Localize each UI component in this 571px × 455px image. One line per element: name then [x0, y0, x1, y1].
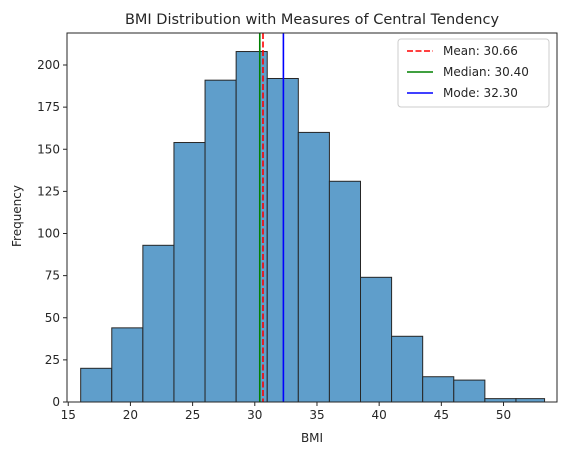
x-tick-label: 35 — [309, 408, 324, 422]
x-tick-label: 20 — [123, 408, 138, 422]
y-tick-label: 50 — [45, 311, 60, 325]
y-tick-label: 175 — [37, 100, 60, 114]
histogram-bar-10 — [360, 276, 393, 403]
x-axis-label: BMI — [301, 431, 323, 445]
histogram-bar-13 — [453, 379, 486, 403]
histogram-bar-8 — [297, 131, 330, 403]
x-axis-ticks: 15 20 25 30 35 40 45 50 — [61, 402, 511, 422]
histogram-bar-6 — [235, 51, 268, 403]
y-tick-label: 100 — [37, 227, 60, 241]
plot-area: 15 20 25 30 35 40 45 50 0 25 50 75 100 125 150 175 200 — [37, 32, 558, 422]
y-axis-ticks: 0 25 50 75 100 125 150 175 200 — [37, 58, 67, 409]
y-tick-label: 150 — [37, 142, 60, 156]
y-tick-label: 75 — [45, 269, 60, 283]
y-axis-label: Frequency — [10, 185, 24, 247]
histogram-bar-15 — [515, 398, 546, 403]
x-tick-label: 15 — [61, 408, 76, 422]
histogram-bar-4 — [173, 142, 206, 403]
histogram-bar-2 — [111, 327, 144, 403]
histogram-bar-9 — [328, 180, 362, 403]
legend-label-3: Mode: 32.30 — [443, 86, 518, 100]
y-tick-label: 25 — [45, 353, 60, 367]
x-tick-label: 45 — [434, 408, 449, 422]
y-tick-label: 125 — [37, 184, 60, 198]
legend-box — [397, 38, 550, 108]
histogram-bar-12 — [422, 376, 455, 403]
reference-lines — [258, 33, 285, 402]
y-tick-label: 200 — [37, 58, 60, 72]
legend-label-2: Median: 30.40 — [443, 65, 529, 79]
x-tick-label: 25 — [185, 408, 200, 422]
legend-label-1: Mean: 30.66 — [443, 44, 518, 58]
axes-frame — [66, 32, 558, 403]
histogram-bar-5 — [204, 79, 237, 403]
chart-title: BMI Distribution with Measures of Centra… — [125, 12, 499, 28]
histogram-bars — [80, 51, 546, 403]
histogram-bar-14 — [484, 398, 517, 403]
x-tick-label: 40 — [372, 408, 387, 422]
histogram-bar-1 — [80, 367, 113, 403]
histogram-bar-3 — [142, 244, 175, 403]
x-tick-label: 50 — [496, 408, 511, 422]
legend: Mean: 30.66 Median: 30.40 Mode: 32.30 — [397, 38, 550, 108]
histogram-bar-11 — [391, 335, 424, 403]
x-tick-label: 30 — [247, 408, 262, 422]
y-tick-label: 0 — [52, 395, 60, 409]
